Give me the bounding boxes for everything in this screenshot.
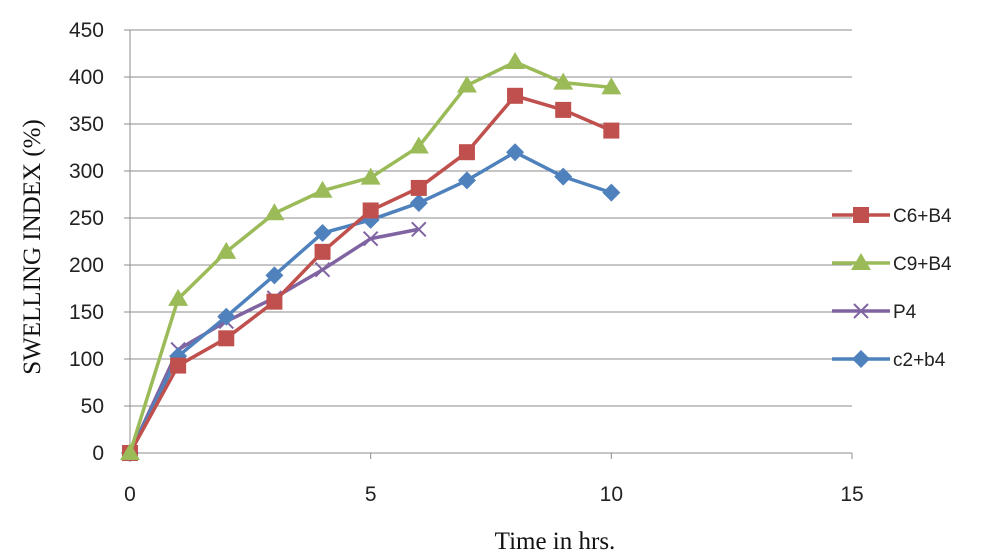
series-c2-b4 (121, 143, 621, 462)
y-tick-label: 350 (69, 113, 104, 136)
x-tick-label: 5 (365, 483, 377, 506)
data-point-c9-b4 (553, 72, 574, 90)
legend-marker (853, 207, 869, 223)
data-point-c6-b4 (458, 144, 475, 161)
y-axis-title: SWELLING INDEX (%) (19, 119, 46, 374)
data-point-c6-b4 (555, 101, 572, 118)
x-tick-label: 10 (600, 483, 623, 506)
data-point-c9-b4 (168, 288, 189, 306)
data-point-c9-b4 (312, 180, 333, 198)
y-tick-label: 400 (69, 66, 104, 89)
data-point-c2-b4 (265, 266, 284, 285)
legend-item-c6-b4: C6+B4 (832, 206, 952, 227)
y-tick-label: 200 (69, 254, 104, 277)
y-tick-label: 100 (69, 348, 104, 371)
legend-label: C9+B4 (893, 254, 952, 275)
x-axis-title: Time in hrs. (495, 528, 616, 554)
data-point-c2-b4 (457, 171, 476, 190)
data-point-c2-b4 (554, 167, 573, 186)
legend-marker (852, 350, 870, 368)
y-tick-label: 300 (69, 160, 104, 183)
data-point-c6-b4 (410, 179, 427, 196)
data-point-c9-b4 (601, 77, 622, 95)
series-c6-b4 (122, 87, 620, 461)
data-point-c2-b4 (313, 224, 332, 243)
data-point-p4 (411, 221, 427, 237)
legend-item-c9-b4: C9+B4 (832, 253, 952, 275)
tick-labels: 0 50 100 150 200 250 300 350 400 450 0 5 10 15 (69, 19, 864, 506)
series-line-p4 (128, 227, 420, 454)
y-tick-label: 150 (69, 301, 104, 324)
legend-item-c2-b4: c2+b4 (832, 350, 946, 371)
legend-item-p4: P4 (832, 302, 917, 323)
data-point-c6-b4 (603, 122, 620, 139)
axes (124, 29, 853, 459)
y-tick-label: 450 (69, 19, 104, 42)
series-p4 (122, 221, 427, 461)
y-tick-label: 50 (81, 395, 104, 418)
data-point-c6-b4 (170, 357, 187, 374)
data-point-c2-b4 (602, 183, 621, 202)
data-point-c6-b4 (507, 87, 524, 104)
x-tick-label: 15 (840, 483, 863, 506)
data-point-c9-b4 (456, 75, 477, 93)
data-point-p4 (314, 261, 331, 278)
data-point-c6-b4 (218, 330, 235, 347)
data-point-c9-b4 (120, 443, 140, 460)
data-point-c9-b4 (505, 51, 526, 69)
legend-marker (853, 303, 869, 319)
data-point-p4 (362, 230, 379, 247)
y-tick-label: 0 (92, 442, 104, 465)
data-point-c9-b4 (264, 203, 285, 221)
series-line-c9-b4 (128, 60, 612, 454)
series-c9-b4 (120, 51, 622, 460)
data-point-c2-b4 (506, 143, 525, 162)
data-point-c9-b4 (216, 241, 237, 259)
gridlines (130, 29, 852, 407)
data-point-c6-b4 (314, 243, 331, 260)
series-lines (120, 51, 622, 462)
legend-label: C6+B4 (893, 206, 952, 227)
legend-marker (851, 253, 871, 270)
data-point-c2-b4 (217, 307, 236, 326)
data-point-c6-b4 (266, 293, 283, 310)
x-tick-label: 0 (124, 483, 136, 506)
data-point-c9-b4 (360, 167, 381, 185)
legend: C6+B4 C9+B4 P4 c2+b4 (832, 206, 952, 371)
series-line-c2-b4 (128, 150, 612, 454)
legend-label: c2+b4 (893, 350, 946, 371)
legend-label: P4 (893, 302, 917, 323)
data-point-c2-b4 (409, 193, 428, 212)
y-tick-label: 250 (69, 207, 104, 230)
data-point-c6-b4 (362, 202, 379, 219)
data-point-c9-b4 (408, 136, 429, 154)
